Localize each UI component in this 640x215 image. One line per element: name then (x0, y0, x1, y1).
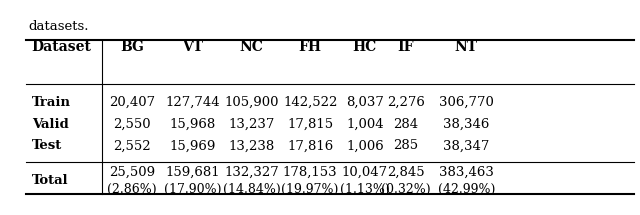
Text: 178,153: 178,153 (283, 166, 337, 179)
Text: NC: NC (240, 40, 264, 54)
Text: 105,900: 105,900 (225, 96, 279, 109)
Text: 38,347: 38,347 (444, 140, 490, 152)
Text: BG: BG (120, 40, 144, 54)
Text: Dataset: Dataset (32, 40, 92, 54)
Text: 306,770: 306,770 (439, 96, 494, 109)
Text: NT: NT (455, 40, 478, 54)
Text: 1,004: 1,004 (346, 118, 383, 131)
Text: 2,845: 2,845 (387, 166, 424, 179)
Text: Test: Test (32, 140, 62, 152)
Text: Valid: Valid (32, 118, 68, 131)
Text: 132,327: 132,327 (225, 166, 279, 179)
Text: 1,006: 1,006 (346, 140, 384, 152)
Text: FH: FH (299, 40, 322, 54)
Text: 17,816: 17,816 (287, 140, 333, 152)
Text: 159,681: 159,681 (166, 166, 220, 179)
Text: VT: VT (182, 40, 204, 54)
Text: (14.84%): (14.84%) (223, 183, 281, 196)
Text: 38,346: 38,346 (444, 118, 490, 131)
Text: (17.90%): (17.90%) (164, 183, 221, 196)
Text: datasets.: datasets. (29, 20, 89, 33)
Text: Total: Total (32, 175, 68, 187)
Text: 383,463: 383,463 (439, 166, 494, 179)
Text: 15,968: 15,968 (170, 118, 216, 131)
Text: Train: Train (32, 96, 70, 109)
Text: 284: 284 (393, 118, 418, 131)
Text: 15,969: 15,969 (170, 140, 216, 152)
Text: 13,238: 13,238 (228, 140, 275, 152)
Text: IF: IF (397, 40, 414, 54)
Text: 2,276: 2,276 (387, 96, 424, 109)
Text: 17,815: 17,815 (287, 118, 333, 131)
Text: 10,047: 10,047 (342, 166, 388, 179)
Text: (42.99%): (42.99%) (438, 183, 495, 196)
Text: 13,237: 13,237 (228, 118, 275, 131)
Text: 142,522: 142,522 (283, 96, 337, 109)
Text: (0.32%): (0.32%) (381, 183, 431, 196)
Text: (1.13%): (1.13%) (340, 183, 390, 196)
Text: 2,552: 2,552 (113, 140, 151, 152)
Text: 25,509: 25,509 (109, 166, 155, 179)
Text: (2.86%): (2.86%) (107, 183, 157, 196)
Text: (19.97%): (19.97%) (282, 183, 339, 196)
Text: 8,037: 8,037 (346, 96, 384, 109)
Text: 285: 285 (393, 140, 418, 152)
Text: 127,744: 127,744 (166, 96, 220, 109)
Text: HC: HC (353, 40, 377, 54)
Text: 20,407: 20,407 (109, 96, 155, 109)
Text: 2,550: 2,550 (113, 118, 151, 131)
